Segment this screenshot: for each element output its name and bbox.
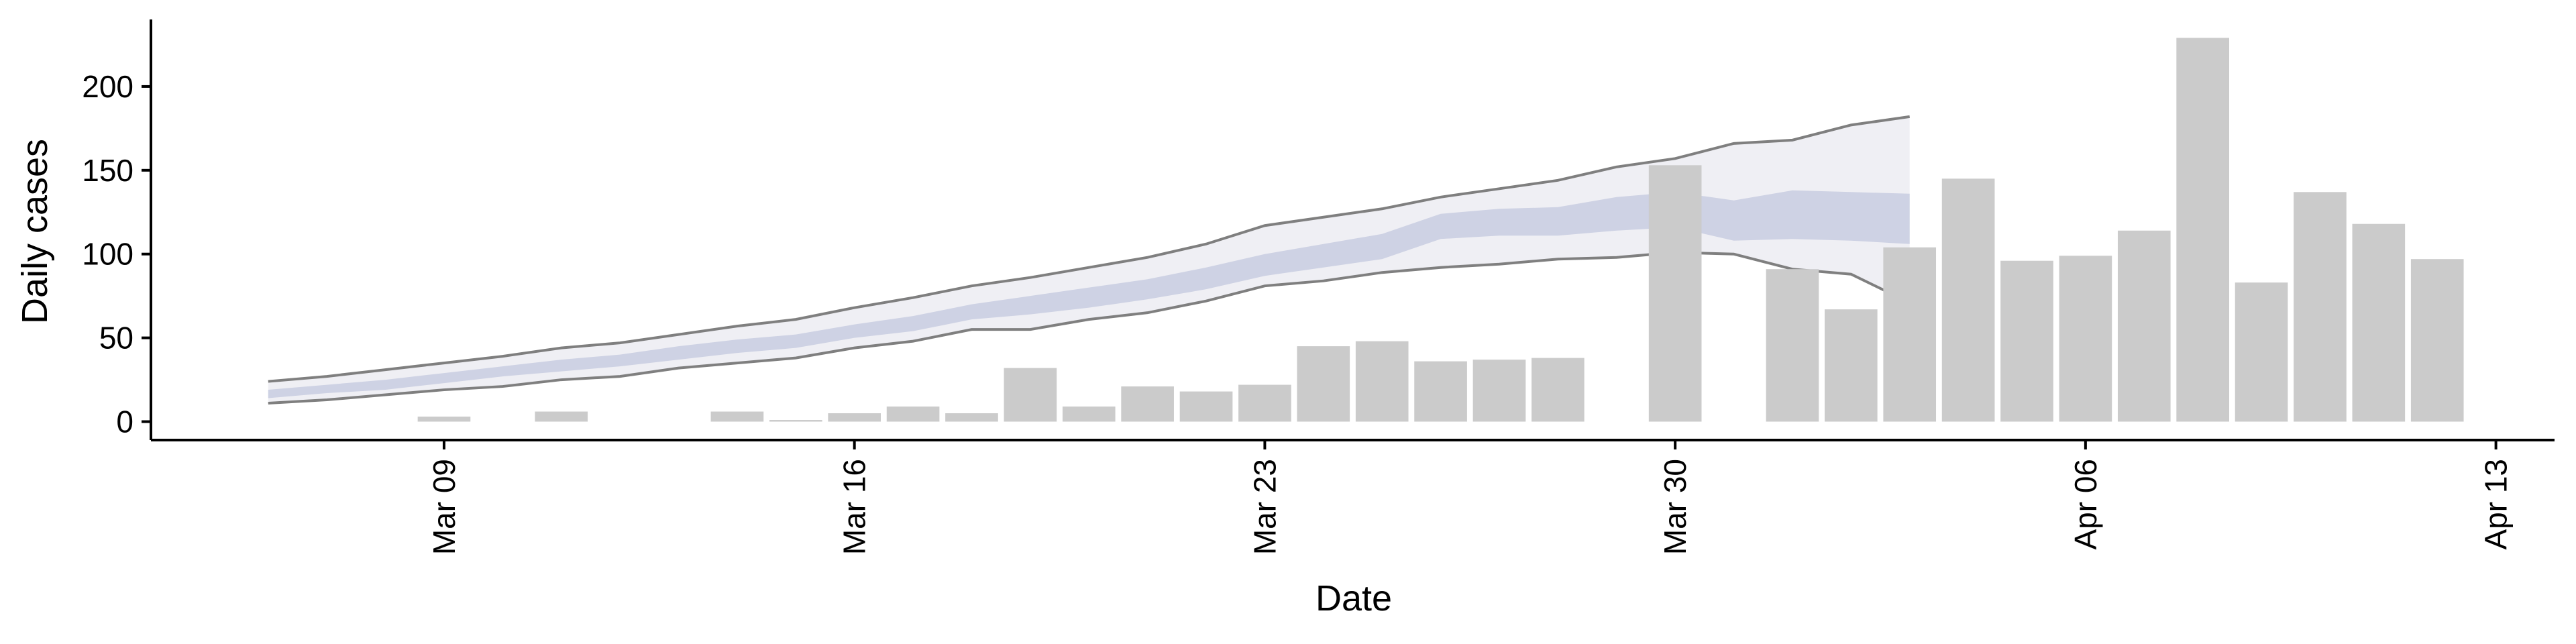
y-tick-label: 200 (82, 69, 133, 104)
bar (1648, 165, 1702, 422)
bar (1532, 358, 1585, 422)
x-tick-label: Mar 16 (837, 459, 872, 555)
bar (828, 413, 881, 422)
bar (710, 411, 764, 422)
bar (1472, 360, 1526, 422)
bar (1004, 368, 1057, 422)
bar (1179, 391, 1233, 422)
bar (1062, 407, 1116, 422)
x-axis-title: Date (1316, 578, 1392, 619)
x-tick-label: Mar 09 (427, 459, 462, 555)
bar (2352, 223, 2406, 422)
bar (2294, 192, 2347, 422)
bar (945, 413, 998, 422)
bar (2117, 230, 2171, 422)
bar (1297, 346, 1350, 422)
y-tick-label: 50 (99, 321, 133, 356)
y-tick-label: 150 (82, 153, 133, 188)
interval-edge (268, 115, 1910, 383)
bar (1941, 178, 1995, 422)
interval-band (268, 190, 1910, 398)
bar (769, 420, 822, 422)
x-tick-label: Apr 13 (2479, 459, 2514, 550)
bar (1414, 361, 1467, 422)
x-tick-label: Mar 30 (1658, 459, 1693, 555)
bar (886, 407, 940, 422)
bar (1121, 386, 1174, 422)
y-axis-title: Daily cases (15, 139, 55, 324)
bar (1238, 384, 1291, 422)
bar (2000, 260, 2053, 422)
bar (2235, 282, 2288, 422)
x-tick-label: Apr 06 (2068, 459, 2103, 550)
y-tick-label: 100 (82, 237, 133, 272)
bar (1824, 309, 1878, 422)
bar (535, 411, 588, 422)
bar (1883, 247, 1937, 422)
x-tick-label: Mar 23 (1247, 459, 1282, 555)
bar (2059, 256, 2112, 422)
interval-edge (268, 251, 1911, 405)
bar (417, 417, 471, 422)
bar (2176, 38, 2229, 422)
bar (1355, 341, 1409, 422)
y-tick-label: 0 (116, 405, 133, 439)
bar (1766, 269, 1819, 422)
bar (2410, 259, 2464, 422)
